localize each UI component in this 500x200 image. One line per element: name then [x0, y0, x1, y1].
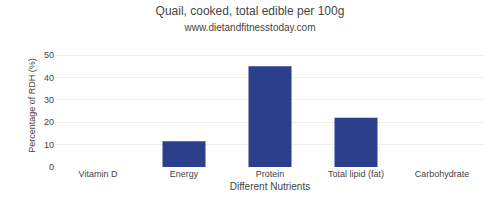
svg-text:Percentage of RDH (%): Percentage of RDH (%) — [27, 58, 37, 153]
svg-text:Total lipid (fat): Total lipid (fat) — [328, 169, 384, 179]
svg-text:Vitamin D: Vitamin D — [79, 169, 118, 179]
svg-text:Quail, cooked, total edible pe: Quail, cooked, total edible per 100gwww.… — [156, 4, 345, 33]
svg-text:Protein: Protein — [256, 169, 285, 179]
svg-text:Energy: Energy — [170, 169, 199, 179]
svg-text:0: 0 — [49, 162, 54, 172]
svg-text:Carbohydrate: Carbohydrate — [415, 169, 470, 179]
svg-text:30: 30 — [44, 95, 54, 105]
svg-text:10: 10 — [44, 140, 54, 150]
svg-text:40: 40 — [44, 73, 54, 83]
svg-text:Different Nutrients: Different Nutrients — [230, 181, 310, 192]
svg-text:50: 50 — [44, 50, 54, 60]
svg-text:20: 20 — [44, 117, 54, 127]
